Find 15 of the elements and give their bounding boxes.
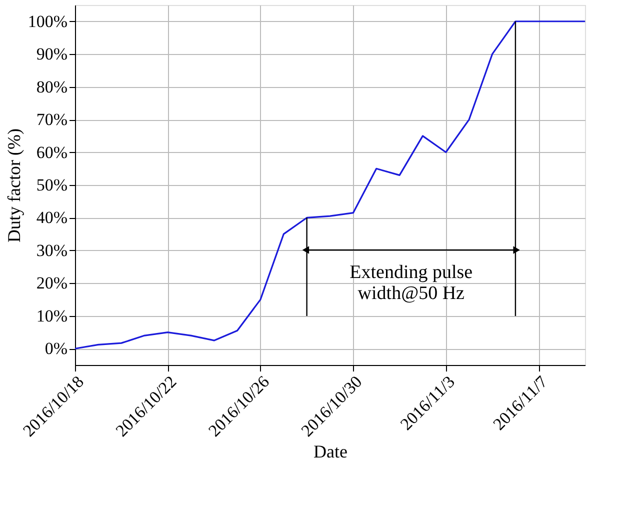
y-tick-label: 40%	[36, 208, 68, 228]
y-tick-label: 70%	[36, 110, 68, 130]
y-tick-label: 80%	[36, 77, 68, 96]
y-tick-label: 0%	[44, 339, 68, 358]
y-tick-label: 50%	[36, 176, 68, 194]
y-tick-label: 10%	[36, 306, 68, 326]
y-tick-label: 20%	[36, 274, 68, 293]
y-tick-label: 60%	[36, 142, 68, 162]
y-tick-label: 100%	[28, 12, 68, 31]
y-tick-label: 30%	[36, 240, 68, 260]
annotation: Extending pulse width@50 Hz	[350, 262, 473, 304]
y-tick-label: 90%	[36, 44, 68, 64]
x-axis-title: Date	[314, 442, 348, 462]
y-axis-title: Duty factor (%)	[4, 128, 24, 242]
line-series	[74, 20, 586, 350]
